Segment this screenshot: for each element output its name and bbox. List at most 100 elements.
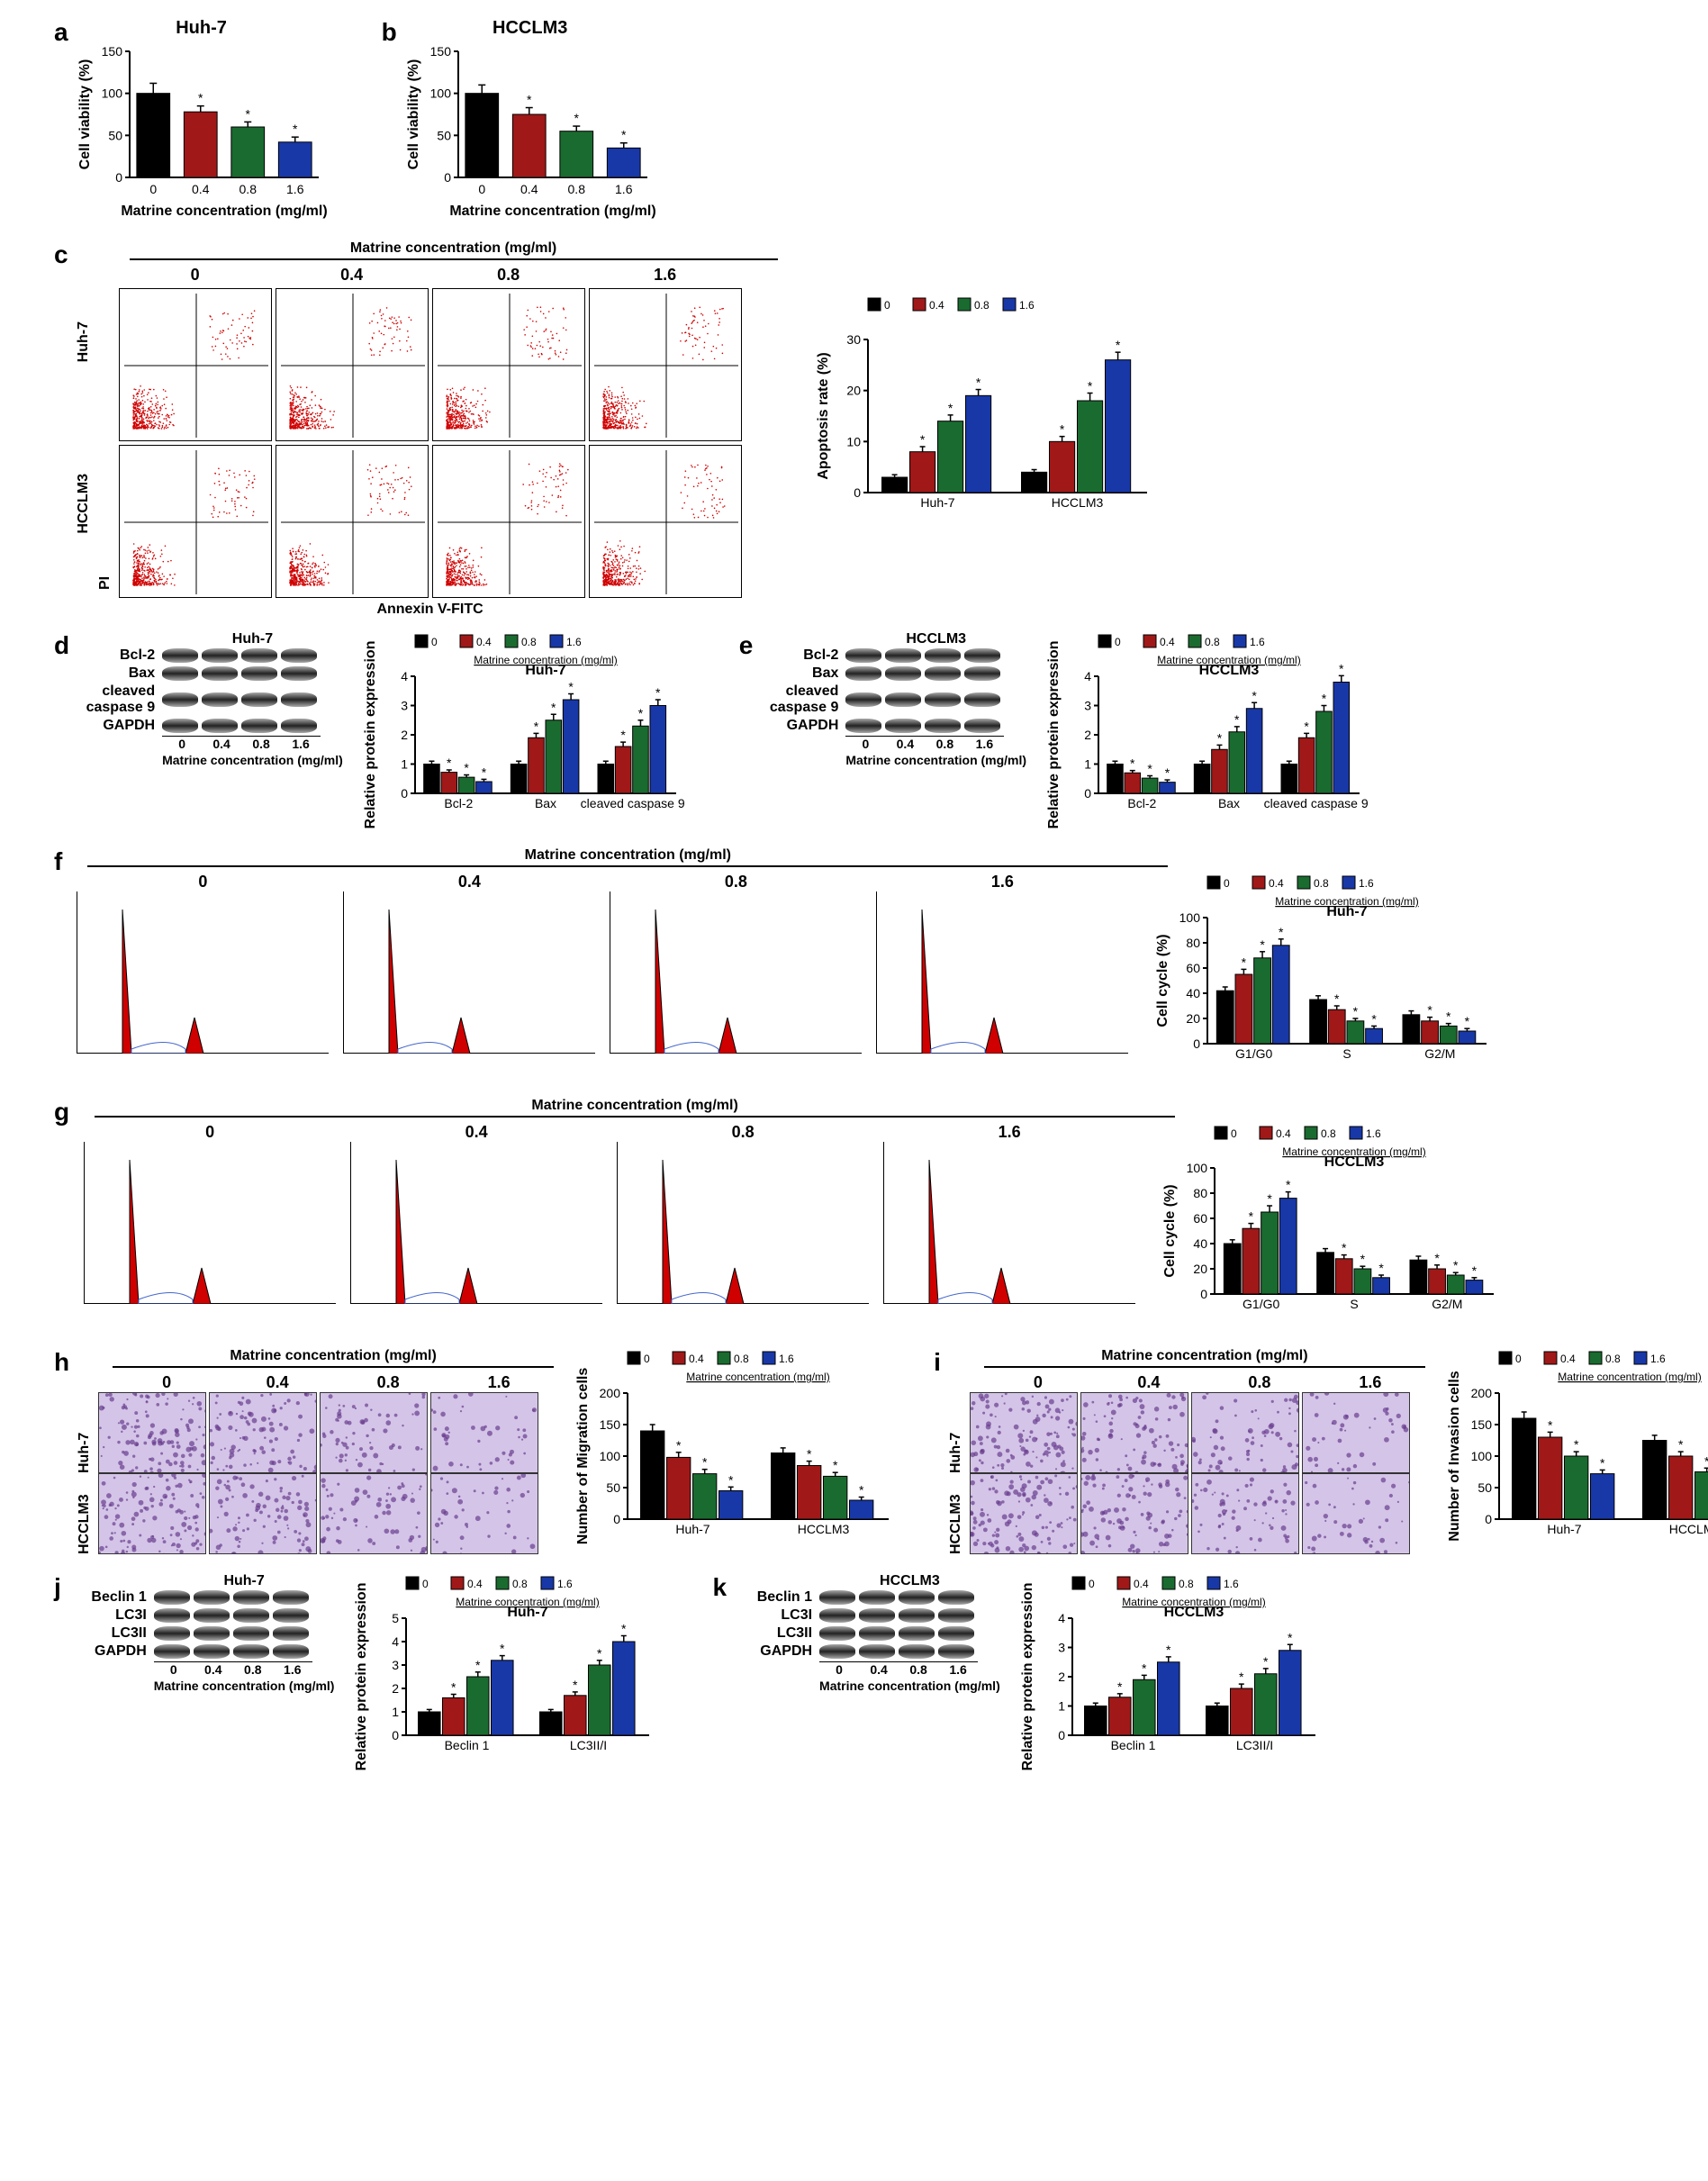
svg-text:Cell viability (%): Cell viability (%) (77, 59, 93, 170)
svg-text:HCCLM3: HCCLM3 (1324, 1154, 1385, 1170)
svg-text:20: 20 (1194, 1262, 1208, 1276)
svg-text:*: * (621, 128, 627, 142)
svg-text:0: 0 (1200, 1287, 1207, 1301)
svg-text:3: 3 (401, 699, 408, 713)
svg-text:*: * (947, 401, 953, 415)
svg-text:20: 20 (1187, 1011, 1201, 1026)
svg-text:0.4: 0.4 (476, 636, 492, 648)
svg-text:*: * (807, 1447, 812, 1462)
panel-f: Matrine concentration (mg/ml) 0 0.4 0.8 … (69, 847, 1690, 1084)
panel-a-label: a (54, 18, 68, 47)
panel-a-title: Huh-7 (176, 18, 227, 39)
svg-text:0: 0 (884, 299, 890, 312)
svg-text:50: 50 (607, 1480, 621, 1495)
panel-c-header: Matrine concentration (mg/ml) (130, 240, 778, 260)
svg-text:0.8: 0.8 (1314, 877, 1329, 890)
svg-text:*: * (1428, 1003, 1433, 1018)
flow-x-axis: Annexin V-FITC (119, 602, 742, 618)
svg-text:Bcl-2: Bcl-2 (1127, 796, 1156, 810)
svg-text:0.4: 0.4 (929, 299, 944, 312)
svg-text:0.4: 0.4 (192, 182, 210, 196)
svg-text:10: 10 (846, 434, 861, 448)
svg-text:0.8: 0.8 (1321, 1127, 1336, 1140)
svg-text:*: * (464, 761, 469, 775)
panel-b-title: HCCLM3 (493, 18, 567, 39)
svg-text:Bax: Bax (535, 796, 556, 810)
svg-text:*: * (1279, 925, 1284, 939)
svg-text:Cell cycle (%): Cell cycle (%) (1162, 1184, 1178, 1277)
svg-text:1: 1 (1084, 757, 1091, 772)
svg-text:*: * (1115, 338, 1120, 352)
svg-text:*: * (728, 1472, 734, 1487)
figure: a Huh-7 0501001500*0.4*0.8*1.6Cell viabi… (18, 18, 1690, 1776)
svg-text:*: * (1087, 379, 1092, 394)
svg-text:100: 100 (101, 86, 122, 101)
svg-text:0.4: 0.4 (1269, 877, 1284, 890)
svg-text:1.6: 1.6 (1359, 877, 1374, 890)
svg-text:*: * (245, 106, 250, 121)
svg-text:*: * (1165, 765, 1170, 780)
svg-text:Cell cycle (%): Cell cycle (%) (1155, 934, 1170, 1027)
svg-text:*: * (1304, 719, 1309, 733)
svg-text:100: 100 (600, 1449, 621, 1463)
panel-g: Matrine concentration (mg/ml) 0 0.4 0.8 … (77, 1098, 1690, 1335)
svg-text:100: 100 (429, 86, 451, 101)
flow-row-huh7: Huh-7 (76, 321, 92, 362)
svg-text:Number of Migration cells: Number of Migration cells (575, 1368, 591, 1545)
svg-text:*: * (1472, 1263, 1478, 1278)
svg-text:0.4: 0.4 (1160, 636, 1175, 648)
svg-text:0: 0 (444, 170, 451, 185)
svg-text:0: 0 (1224, 877, 1230, 890)
svg-text:*: * (198, 91, 203, 105)
svg-text:*: * (293, 122, 298, 136)
panel-e-label: e (739, 631, 754, 660)
svg-text:1.6: 1.6 (1019, 299, 1035, 312)
svg-text:0.8: 0.8 (239, 182, 257, 196)
svg-text:50: 50 (437, 128, 451, 142)
svg-text:Apoptosis rate (%): Apoptosis rate (%) (816, 352, 831, 479)
svg-text:80: 80 (1194, 1186, 1208, 1200)
svg-text:*: * (1234, 712, 1240, 727)
panel-d: Huh-7Bcl-2Baxcleaved caspase 9GAPDH00.40… (77, 631, 685, 834)
svg-text:*: * (620, 728, 626, 742)
svg-text:0: 0 (1084, 786, 1091, 801)
svg-text:Matrine concentration (mg/ml): Matrine concentration (mg/ml) (121, 204, 327, 219)
svg-text:*: * (1322, 692, 1327, 706)
svg-text:*: * (568, 680, 574, 694)
svg-text:*: * (447, 756, 452, 770)
panel-k-label: k (712, 1573, 727, 1602)
panel-i-label: i (934, 1348, 941, 1377)
svg-text:*: * (859, 1483, 864, 1498)
svg-text:*: * (1252, 688, 1257, 702)
svg-text:0.4: 0.4 (520, 182, 538, 196)
svg-text:0.8: 0.8 (734, 1353, 749, 1365)
flow-row-hcclm3: HCCLM3 (76, 474, 92, 534)
svg-text:*: * (1242, 955, 1247, 969)
svg-text:1.6: 1.6 (286, 182, 304, 196)
panel-k: HCCLM3Beclin 1LC3ILC3IIGAPDH00.40.81.6Ma… (734, 1573, 1324, 1776)
svg-text:*: * (1342, 1241, 1347, 1255)
svg-text:1.6: 1.6 (566, 636, 582, 648)
svg-text:cleaved caspase 9: cleaved caspase 9 (1264, 796, 1369, 810)
flow-y-axis: PI (97, 266, 113, 590)
svg-text:50: 50 (108, 128, 122, 142)
panel-e: HCCLM3Bcl-2Baxcleaved caspase 9GAPDH00.4… (760, 631, 1369, 834)
svg-text:1: 1 (401, 757, 408, 772)
svg-text:*: * (1217, 730, 1223, 745)
svg-text:1.6: 1.6 (615, 182, 633, 196)
svg-text:HCCLM3: HCCLM3 (1199, 663, 1260, 678)
svg-text:G1/G0: G1/G0 (1235, 1046, 1272, 1061)
svg-text:1.6: 1.6 (1250, 636, 1265, 648)
svg-text:*: * (1249, 1209, 1254, 1224)
svg-text:*: * (975, 376, 981, 390)
svg-text:Relative protein expression: Relative protein expression (363, 641, 378, 829)
svg-text:*: * (551, 700, 556, 714)
svg-text:cleaved caspase 9: cleaved caspase 9 (580, 796, 684, 810)
svg-text:0: 0 (401, 786, 408, 801)
svg-text:*: * (1261, 937, 1266, 952)
panel-j: Huh-7Beclin 1LC3ILC3IIGAPDH00.40.81.6Mat… (68, 1573, 659, 1776)
svg-text:60: 60 (1194, 1211, 1208, 1226)
svg-text:0: 0 (1194, 1036, 1201, 1051)
svg-text:60: 60 (1187, 961, 1201, 975)
svg-text:*: * (534, 719, 539, 733)
